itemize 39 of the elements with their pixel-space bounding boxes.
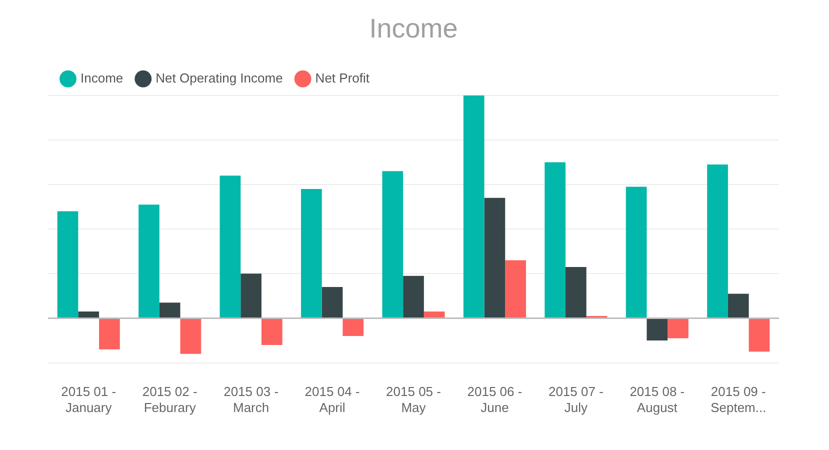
x-tick-label: 2015 01 - January bbox=[61, 384, 116, 415]
bar bbox=[424, 312, 445, 318]
legend-label: Net Operating Income bbox=[156, 70, 283, 86]
x-tick-label: 2015 04 - April bbox=[304, 384, 360, 415]
legend-label: Income bbox=[80, 70, 124, 86]
x-tick-label: 2015 08 - August bbox=[630, 384, 685, 415]
bar bbox=[322, 287, 343, 318]
bar bbox=[99, 318, 120, 350]
bar bbox=[748, 318, 770, 352]
bar bbox=[301, 188, 322, 318]
bar bbox=[342, 318, 364, 336]
bar bbox=[382, 171, 404, 318]
x-tick-label: 2015 03 - March bbox=[224, 384, 279, 415]
bar bbox=[220, 176, 241, 318]
x-tick-label: 2015 02 - Feburary bbox=[142, 384, 198, 415]
bar bbox=[544, 162, 566, 318]
bar bbox=[646, 318, 668, 341]
bar bbox=[566, 266, 586, 318]
bar bbox=[180, 318, 202, 354]
bar bbox=[138, 204, 160, 318]
bar bbox=[403, 276, 424, 318]
bar bbox=[240, 274, 262, 318]
x-tick-label: 2015 05 - May bbox=[386, 384, 441, 415]
legend-label: Net Profit bbox=[315, 70, 370, 86]
x-tick-label: 2015 09 - Septem... bbox=[710, 384, 766, 415]
bar bbox=[668, 318, 688, 338]
bar bbox=[57, 211, 78, 318]
bar bbox=[707, 164, 728, 318]
bar bbox=[78, 312, 100, 318]
bar bbox=[484, 198, 506, 318]
bar bbox=[463, 95, 484, 318]
x-tick-label: 2015 07 - July bbox=[548, 384, 604, 415]
chart-title: Income bbox=[369, 14, 458, 44]
bar bbox=[728, 294, 749, 318]
bar bbox=[626, 186, 647, 318]
bar bbox=[261, 318, 282, 345]
x-tick-label: 2015 06 - June bbox=[467, 384, 522, 415]
bar bbox=[505, 260, 526, 318]
bar bbox=[159, 302, 180, 318]
